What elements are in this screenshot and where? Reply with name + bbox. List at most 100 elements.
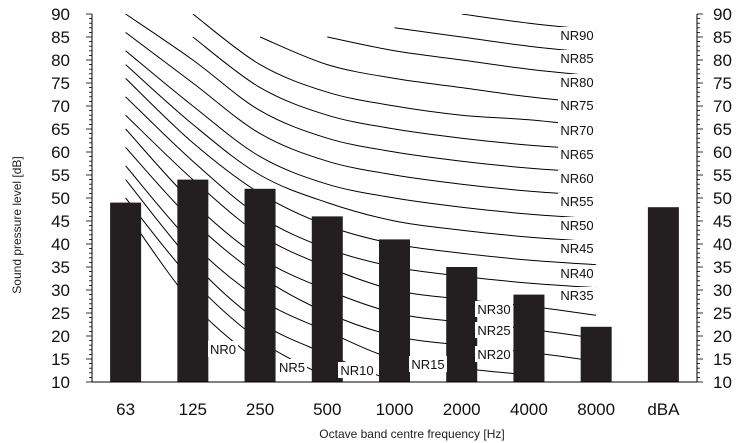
nr-label-nr50: NR50 — [560, 218, 593, 233]
nr-label-nr85: NR85 — [560, 51, 593, 66]
y-tick-label-right: 50 — [713, 189, 732, 208]
y-tick-label-right: 35 — [713, 258, 732, 277]
y-tick-label-left: 90 — [51, 5, 70, 24]
x-tick-label: 125 — [179, 400, 207, 419]
nr-label-nr15: NR15 — [411, 357, 444, 372]
y-tick-label-right: 10 — [713, 373, 732, 392]
y-tick-label-right: 65 — [713, 120, 732, 139]
y-tick-label-left: 60 — [51, 143, 70, 162]
y-tick-label-left: 45 — [51, 212, 70, 231]
nr-label-nr30: NR30 — [477, 302, 510, 317]
y-tick-label-left: 40 — [51, 235, 70, 254]
axes: 10 10 15 15 20 20 25 25 30 30 35 35 40 40 45 45 50 50 55 55… — [51, 5, 732, 419]
nr-curve-nr55 — [125, 32, 597, 197]
nr-curve-nr45 — [125, 64, 597, 243]
y-tick-label-left: 50 — [51, 189, 70, 208]
nr-label-bg — [558, 170, 596, 186]
bar-4000 — [513, 294, 545, 382]
y-tick-label-right: 20 — [713, 327, 732, 346]
x-tick-label: 4000 — [510, 400, 548, 419]
x-tick-label: 8000 — [577, 400, 615, 419]
y-tick-label-right: 15 — [713, 350, 732, 369]
y-tick-label-left: 65 — [51, 120, 70, 139]
y-tick-label-right: 25 — [713, 304, 732, 323]
nr-label-bg — [558, 193, 596, 209]
y-tick-label-left: 15 — [51, 350, 70, 369]
y-tick-label-left: 80 — [51, 51, 70, 70]
y-tick-label-right: 80 — [713, 51, 732, 70]
x-tick-label: 1000 — [376, 400, 414, 419]
bar-2000 — [446, 267, 478, 382]
bar-8000 — [580, 326, 612, 382]
nr-curve-nr40 — [125, 78, 597, 266]
nr-curve-nr35 — [125, 96, 597, 289]
nr-curve-nr65 — [192, 36, 597, 151]
y-tick-label-right: 75 — [713, 74, 732, 93]
y-tick-label-right: 55 — [713, 166, 732, 185]
nr-label-bg — [558, 287, 596, 303]
x-tick-label: 2000 — [443, 400, 481, 419]
nr-label-nr90: NR90 — [560, 28, 593, 43]
nr-label-bg — [558, 97, 596, 113]
nr-label-nr65: NR65 — [560, 147, 593, 162]
y-tick-label-left: 10 — [51, 373, 70, 392]
y-tick-label-left: 75 — [51, 74, 70, 93]
nr-curve-nr50 — [125, 50, 597, 220]
nr-label-nr75: NR75 — [560, 98, 593, 113]
y-tick-label-right: 70 — [713, 97, 732, 116]
nr-curve-nr60 — [125, 14, 597, 174]
nr-label-bg — [475, 346, 513, 362]
nr-label-bg — [558, 146, 596, 162]
nr-label-bg — [409, 356, 447, 372]
y-axis-title: Sound pressure level [dB] — [10, 156, 24, 293]
nr-curve-labels: NR90 NR85 NR80 NR75 NR70 NR65 NR60 NR55 NR50 NR45… — [208, 27, 596, 378]
y-tick-label-left: 25 — [51, 304, 70, 323]
nr-label-bg — [208, 341, 238, 357]
nr-curve-nr80 — [327, 36, 597, 77]
bar-125 — [177, 179, 209, 382]
nr-label-bg — [475, 301, 513, 317]
nr-label-bg — [558, 50, 596, 66]
y-tick-label-left: 30 — [51, 281, 70, 300]
y-tick-label-left: 85 — [51, 28, 70, 47]
bars — [110, 179, 679, 382]
nr-label-nr55: NR55 — [560, 194, 593, 209]
x-tick-label: dBA — [647, 400, 680, 419]
nr-label-nr25: NR25 — [477, 323, 510, 338]
nr-label-nr35: NR35 — [560, 288, 593, 303]
nr-curve-nr70 — [192, 14, 597, 128]
x-tick-label: 63 — [116, 400, 135, 419]
bar-250 — [244, 188, 276, 382]
y-tick-label-right: 30 — [713, 281, 732, 300]
y-tick-label-left: 70 — [51, 97, 70, 116]
nr-label-nr70: NR70 — [560, 123, 593, 138]
nr-label-nr10: NR10 — [340, 363, 373, 378]
nr-label-bg — [558, 240, 596, 256]
nr-label-nr45: NR45 — [560, 241, 593, 256]
bar-dBA — [647, 207, 679, 382]
y-tick-label-left: 55 — [51, 166, 70, 185]
x-tick-label: 500 — [313, 400, 341, 419]
y-tick-label-right: 85 — [713, 28, 732, 47]
bar-63 — [110, 202, 142, 382]
nr-label-nr80: NR80 — [560, 75, 593, 90]
x-tick-label: 250 — [246, 400, 274, 419]
nr-label-nr5: NR5 — [279, 360, 305, 375]
nr-label-bg — [558, 265, 596, 281]
nr-label-bg — [338, 362, 376, 378]
y-tick-label-right: 60 — [713, 143, 732, 162]
nr-label-nr20: NR20 — [477, 347, 510, 362]
nr-label-bg — [558, 122, 596, 138]
nr-label-bg — [558, 74, 596, 90]
y-tick-label-right: 45 — [713, 212, 732, 231]
nr-label-nr0: NR0 — [210, 342, 236, 357]
nr-label-bg — [558, 217, 596, 233]
nr-label-bg — [475, 322, 513, 338]
y-tick-label-right: 40 — [713, 235, 732, 254]
bar-1000 — [379, 239, 410, 382]
nr-curve-nr75 — [259, 36, 597, 105]
nr-label-nr40: NR40 — [560, 266, 593, 281]
nr-label-bg — [558, 27, 596, 43]
y-tick-label-left: 20 — [51, 327, 70, 346]
